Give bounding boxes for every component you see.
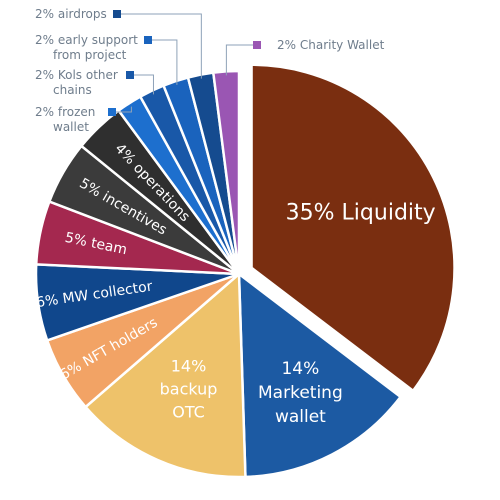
external-label-2pct-airdrops: 2% airdrops xyxy=(35,7,107,21)
pie-slice-14pct-backup-otc xyxy=(83,271,247,479)
slice-label-35pct-liquidity: 35% Liquidity xyxy=(286,201,436,226)
leader-line-2pct-frozen-wallet xyxy=(116,106,132,113)
external-label-2pct-frozen-wallet: 2% frozen wallet xyxy=(35,105,95,134)
external-label-2pct-early-support-from-project: 2% early support from project xyxy=(35,33,138,62)
pie-slice-14pct-marketing-wallet xyxy=(237,271,403,479)
pie-slice-35pct-liquidity xyxy=(250,63,456,393)
legend-swatch-2pct-kols-other-chains xyxy=(126,71,134,79)
slice-label-14pct-marketing-wallet: 14% Marketing wallet xyxy=(258,359,343,427)
external-label-2pct-kols-other-chains: 2% Kols other chains xyxy=(35,68,118,97)
leader-line-2pct-kols-other-chains xyxy=(134,74,154,95)
leader-line-2pct-airdrops xyxy=(121,13,202,79)
legend-swatch-2pct-charity-wallet xyxy=(253,41,261,49)
legend-swatch-2pct-frozen-wallet xyxy=(108,108,116,116)
legend-swatch-2pct-early-support-from-project xyxy=(144,36,152,44)
leader-line-2pct-early-support-from-project xyxy=(152,39,178,85)
leader-line-2pct-charity-wallet xyxy=(225,44,261,76)
external-label-2pct-charity-wallet: 2% Charity Wallet xyxy=(277,38,385,52)
legend-swatch-2pct-airdrops xyxy=(113,10,121,18)
slice-label-14pct-backup-otc: 14% backup OTC xyxy=(160,356,218,421)
